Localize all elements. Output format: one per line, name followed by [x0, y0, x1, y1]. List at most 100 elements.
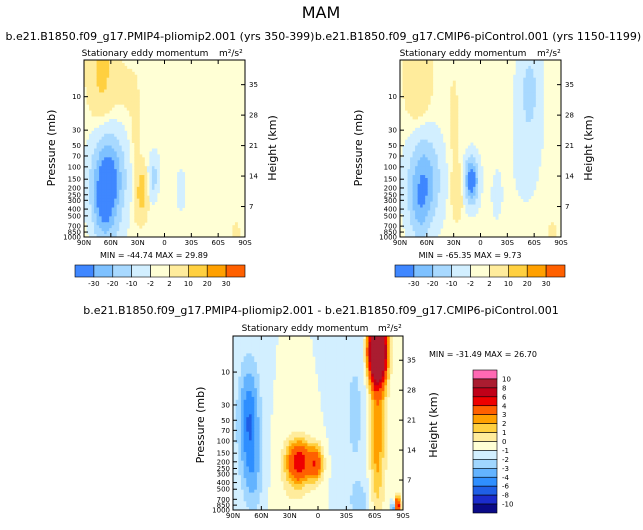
contour-cell — [106, 204, 110, 208]
contour-cell — [437, 213, 441, 217]
contour-cell — [136, 175, 140, 179]
contour-cell — [520, 60, 524, 64]
contour-cell — [119, 213, 123, 217]
contour-cell — [379, 385, 383, 389]
contour-cell — [336, 362, 340, 366]
contour-cell — [371, 362, 375, 366]
contour-cell — [139, 204, 143, 208]
contour-cell — [368, 396, 372, 401]
contour-cell — [299, 446, 303, 450]
contour-cell — [333, 425, 337, 430]
contour-cell — [357, 454, 361, 459]
contour-cell — [535, 178, 539, 182]
contour-cell — [267, 376, 271, 380]
contour-cell — [530, 133, 534, 138]
colorbar-label: 20 — [203, 280, 212, 288]
contour-cell — [333, 373, 337, 377]
contour-cell — [259, 449, 263, 453]
contour-cell — [360, 431, 364, 435]
contour-cell — [124, 89, 128, 93]
contour-cell — [523, 127, 527, 132]
contour-cell — [360, 440, 364, 444]
contour-cell — [435, 178, 439, 182]
contour-cell — [417, 133, 421, 138]
contour-cell — [538, 71, 542, 76]
contour-cell — [264, 449, 268, 453]
contour-cell — [540, 142, 544, 146]
contour-cell — [235, 353, 239, 357]
contour-cell — [323, 408, 327, 412]
contour-cell — [523, 86, 527, 90]
contour-cell — [470, 186, 474, 191]
contour-cell — [437, 154, 441, 158]
contour-cell — [144, 192, 148, 197]
contour-cell — [238, 434, 242, 438]
contour-cell — [89, 195, 92, 200]
contour-cell — [248, 362, 252, 366]
contour-cell — [116, 74, 120, 79]
contour-cell — [139, 207, 143, 211]
contour-cell — [267, 423, 271, 427]
contour-cell — [344, 431, 348, 435]
contour-cell — [121, 83, 125, 87]
contour-cell — [259, 452, 263, 456]
contour-cell — [121, 145, 125, 149]
contour-cell — [328, 356, 332, 360]
contour-cell — [495, 198, 499, 202]
contour-cell — [240, 344, 245, 348]
contour-cell — [256, 396, 260, 401]
contour-cell — [405, 74, 408, 79]
contour-cell — [493, 198, 496, 202]
contour-cell — [243, 365, 247, 369]
contour-cell — [264, 443, 268, 447]
contour-cell — [515, 62, 519, 67]
contour-cell — [235, 399, 239, 404]
contour-cell — [417, 92, 421, 96]
contour-cell — [490, 195, 494, 200]
contour-cell — [248, 356, 252, 360]
contour-cell — [94, 113, 97, 117]
contour-cell — [341, 425, 345, 430]
contour-cell — [149, 154, 153, 158]
contour-cell — [525, 113, 529, 117]
contour-cell — [233, 434, 237, 438]
contour-cell — [259, 411, 263, 415]
contour-cell — [154, 169, 158, 173]
contour-cell — [328, 443, 332, 447]
contour-cell — [352, 388, 356, 392]
contour-cell — [535, 95, 539, 99]
contour-cell — [86, 175, 90, 179]
contour-cell — [235, 405, 239, 409]
contour-cell — [349, 428, 353, 433]
contour-cell — [248, 336, 252, 340]
contour-cell — [124, 210, 128, 214]
contour-cell — [141, 207, 145, 211]
contour-cell — [422, 198, 426, 202]
contour-cell — [134, 169, 138, 173]
contour-cell — [523, 198, 527, 202]
contour-cell — [381, 373, 385, 377]
contour-cell — [248, 359, 252, 363]
contour-cell — [379, 434, 383, 438]
contour-cell — [106, 169, 110, 173]
contour-cell — [121, 154, 125, 158]
contour-cell — [91, 65, 95, 70]
contour-cell — [238, 388, 242, 392]
contour-cell — [538, 121, 542, 126]
contour-cell — [280, 449, 284, 453]
contour-cell — [533, 169, 537, 173]
contour-cell — [376, 452, 380, 456]
contour-cell — [256, 405, 260, 409]
contour-cell — [530, 166, 534, 170]
contour-cell — [432, 210, 436, 214]
contour-cell — [533, 101, 537, 105]
contour-cell — [325, 379, 330, 383]
contour-cell — [96, 113, 100, 117]
contour-cell — [407, 62, 411, 67]
contour-cell — [355, 382, 359, 386]
contour-cell — [513, 163, 517, 167]
contour-cell — [114, 231, 118, 235]
contour-cell — [513, 133, 517, 138]
contour-cell — [320, 452, 324, 456]
contour-cell — [323, 402, 327, 406]
